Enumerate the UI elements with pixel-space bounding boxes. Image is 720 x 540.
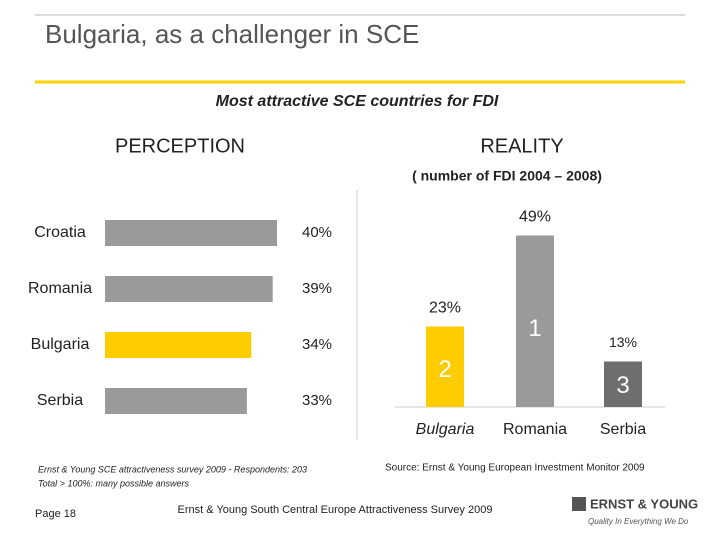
rank-label: 2 (438, 356, 451, 383)
bar (105, 276, 273, 302)
value-label: 33% (302, 392, 332, 409)
category-label: Romania (28, 280, 92, 297)
category-label: Croatia (34, 224, 86, 241)
value-label: 13% (609, 334, 637, 350)
category-label: Bulgaria (31, 336, 90, 353)
footer-text: Ernst & Young South Central Europe Attra… (178, 504, 493, 516)
chart-title: PERCEPTION (115, 135, 245, 157)
source-note: Total > 100%: many possible answers (38, 478, 190, 488)
value-label: 40% (302, 224, 332, 241)
rank-label: 1 (528, 315, 541, 342)
value-label: 34% (302, 336, 332, 353)
category-label: Serbia (600, 421, 646, 438)
rank-label: 3 (616, 372, 629, 399)
source-note: Source: Ernst & Young European Investmen… (385, 463, 645, 474)
category-label: Bulgaria (416, 421, 475, 438)
chart-title: REALITY (480, 135, 563, 157)
bar (105, 220, 277, 246)
chart-subtitle: ( number of FDI 2004 – 2008) (412, 168, 602, 184)
bar (516, 235, 554, 407)
logo: ERNST & YOUNG (590, 496, 698, 511)
bar (105, 388, 247, 414)
logo-mark (572, 497, 586, 511)
source-note: Ernst & Young SCE attractiveness survey … (38, 464, 307, 474)
value-label: 49% (519, 209, 551, 226)
category-label: Romania (503, 421, 567, 438)
subtitle: Most attractive SCE countries for FDI (216, 93, 499, 110)
bar (105, 332, 252, 358)
bar (604, 361, 642, 407)
value-label: 23% (429, 300, 461, 317)
slide-title: Bulgaria, as a challenger in SCE (45, 19, 419, 49)
value-label: 39% (302, 280, 332, 297)
tagline: Quality In Everything We Do (588, 517, 689, 526)
page-number: Page 18 (35, 508, 76, 520)
category-label: Serbia (37, 392, 83, 409)
bar (426, 326, 464, 407)
